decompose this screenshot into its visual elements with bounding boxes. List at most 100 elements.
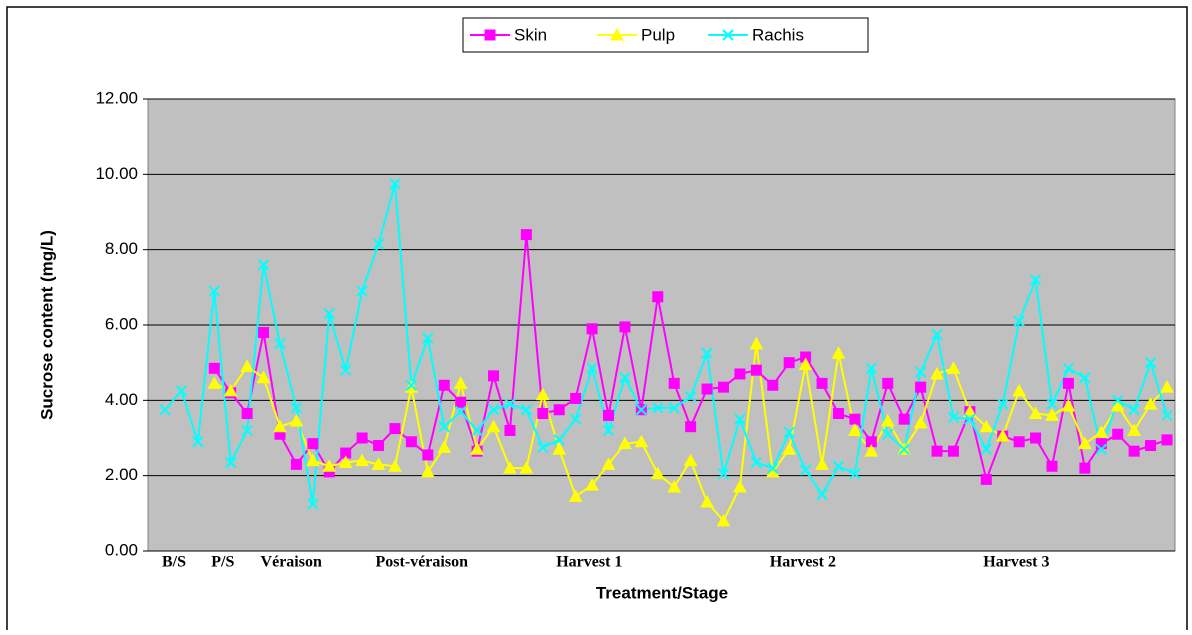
marker: [307, 498, 319, 510]
marker: [487, 404, 500, 416]
marker: [930, 366, 944, 380]
marker: [405, 436, 417, 448]
marker: [373, 440, 385, 452]
marker: [438, 379, 450, 391]
marker: [371, 457, 386, 470]
marker: [453, 376, 468, 389]
marker: [1079, 462, 1091, 474]
x-tick-label: Harvest 1: [556, 554, 622, 571]
x-tick-label: Harvest 2: [770, 554, 836, 571]
marker: [553, 404, 565, 416]
marker: [947, 411, 960, 423]
marker: [618, 436, 632, 450]
marker: [471, 424, 483, 437]
marker: [915, 381, 927, 393]
marker: [273, 419, 287, 433]
marker: [635, 404, 648, 416]
marker: [1013, 315, 1025, 327]
marker: [586, 323, 598, 335]
x-tick-label: Post-véraison: [376, 554, 469, 571]
marker: [208, 362, 220, 374]
marker: [995, 429, 1010, 442]
marker: [1160, 380, 1174, 393]
marker: [980, 473, 992, 485]
marker: [931, 445, 943, 457]
y-axis-label: Sucrose content (mg/L): [37, 230, 56, 420]
marker: [1110, 398, 1125, 412]
marker: [848, 423, 862, 436]
marker: [750, 364, 762, 376]
marker: [586, 362, 598, 375]
marker: [750, 456, 763, 469]
marker: [783, 426, 795, 439]
marker: [619, 321, 631, 333]
marker: [947, 445, 959, 457]
marker: [553, 434, 565, 446]
marker: [749, 336, 764, 350]
marker: [634, 434, 649, 448]
marker: [913, 415, 928, 429]
marker: [1144, 356, 1157, 369]
y-tick-label: 4.00: [105, 390, 138, 409]
marker: [420, 464, 435, 478]
marker: [831, 346, 846, 359]
marker: [159, 404, 171, 416]
marker: [717, 381, 729, 393]
marker: [192, 436, 204, 448]
marker: [257, 259, 270, 271]
marker: [816, 488, 828, 501]
marker: [422, 332, 434, 344]
marker: [569, 413, 582, 425]
marker: [964, 413, 976, 425]
marker: [372, 238, 385, 250]
y-tick-label: 2.00: [105, 465, 138, 484]
marker: [1127, 423, 1141, 436]
legend-marker: [610, 27, 624, 41]
y-tick-label: 0.00: [105, 540, 138, 559]
marker: [207, 376, 222, 389]
marker: [240, 359, 254, 372]
legend-box: [462, 17, 869, 53]
marker: [701, 383, 713, 395]
marker: [799, 464, 812, 476]
x-tick-label: Harvest 3: [983, 554, 1049, 571]
marker: [389, 423, 401, 435]
marker: [470, 442, 484, 455]
marker: [1045, 408, 1059, 421]
marker: [716, 513, 731, 527]
marker: [931, 328, 943, 341]
marker: [684, 390, 697, 403]
marker: [537, 408, 549, 420]
marker: [1078, 436, 1092, 450]
marker: [882, 428, 894, 440]
marker: [652, 291, 664, 303]
marker: [1161, 434, 1173, 446]
marker: [537, 441, 549, 454]
marker: [438, 420, 450, 433]
legend-label: Skin: [514, 25, 547, 44]
marker: [338, 455, 353, 468]
marker: [832, 460, 845, 472]
marker: [437, 440, 452, 453]
marker: [241, 424, 253, 437]
marker: [289, 414, 304, 427]
marker: [734, 368, 746, 380]
marker: [519, 461, 534, 474]
marker: [1046, 460, 1058, 472]
marker: [652, 402, 664, 414]
legend-label: Rachis: [752, 25, 804, 44]
marker: [683, 453, 698, 467]
marker: [946, 361, 961, 374]
marker: [322, 459, 337, 472]
marker: [767, 462, 779, 474]
marker: [339, 364, 352, 376]
marker: [849, 468, 861, 480]
marker: [290, 458, 302, 470]
marker: [241, 408, 253, 420]
marker: [997, 398, 1009, 410]
marker: [1061, 398, 1076, 412]
x-axis-label: Treatment/Stage: [596, 583, 728, 602]
y-tick-label: 8.00: [105, 239, 138, 258]
marker: [356, 285, 368, 297]
marker: [865, 362, 878, 375]
